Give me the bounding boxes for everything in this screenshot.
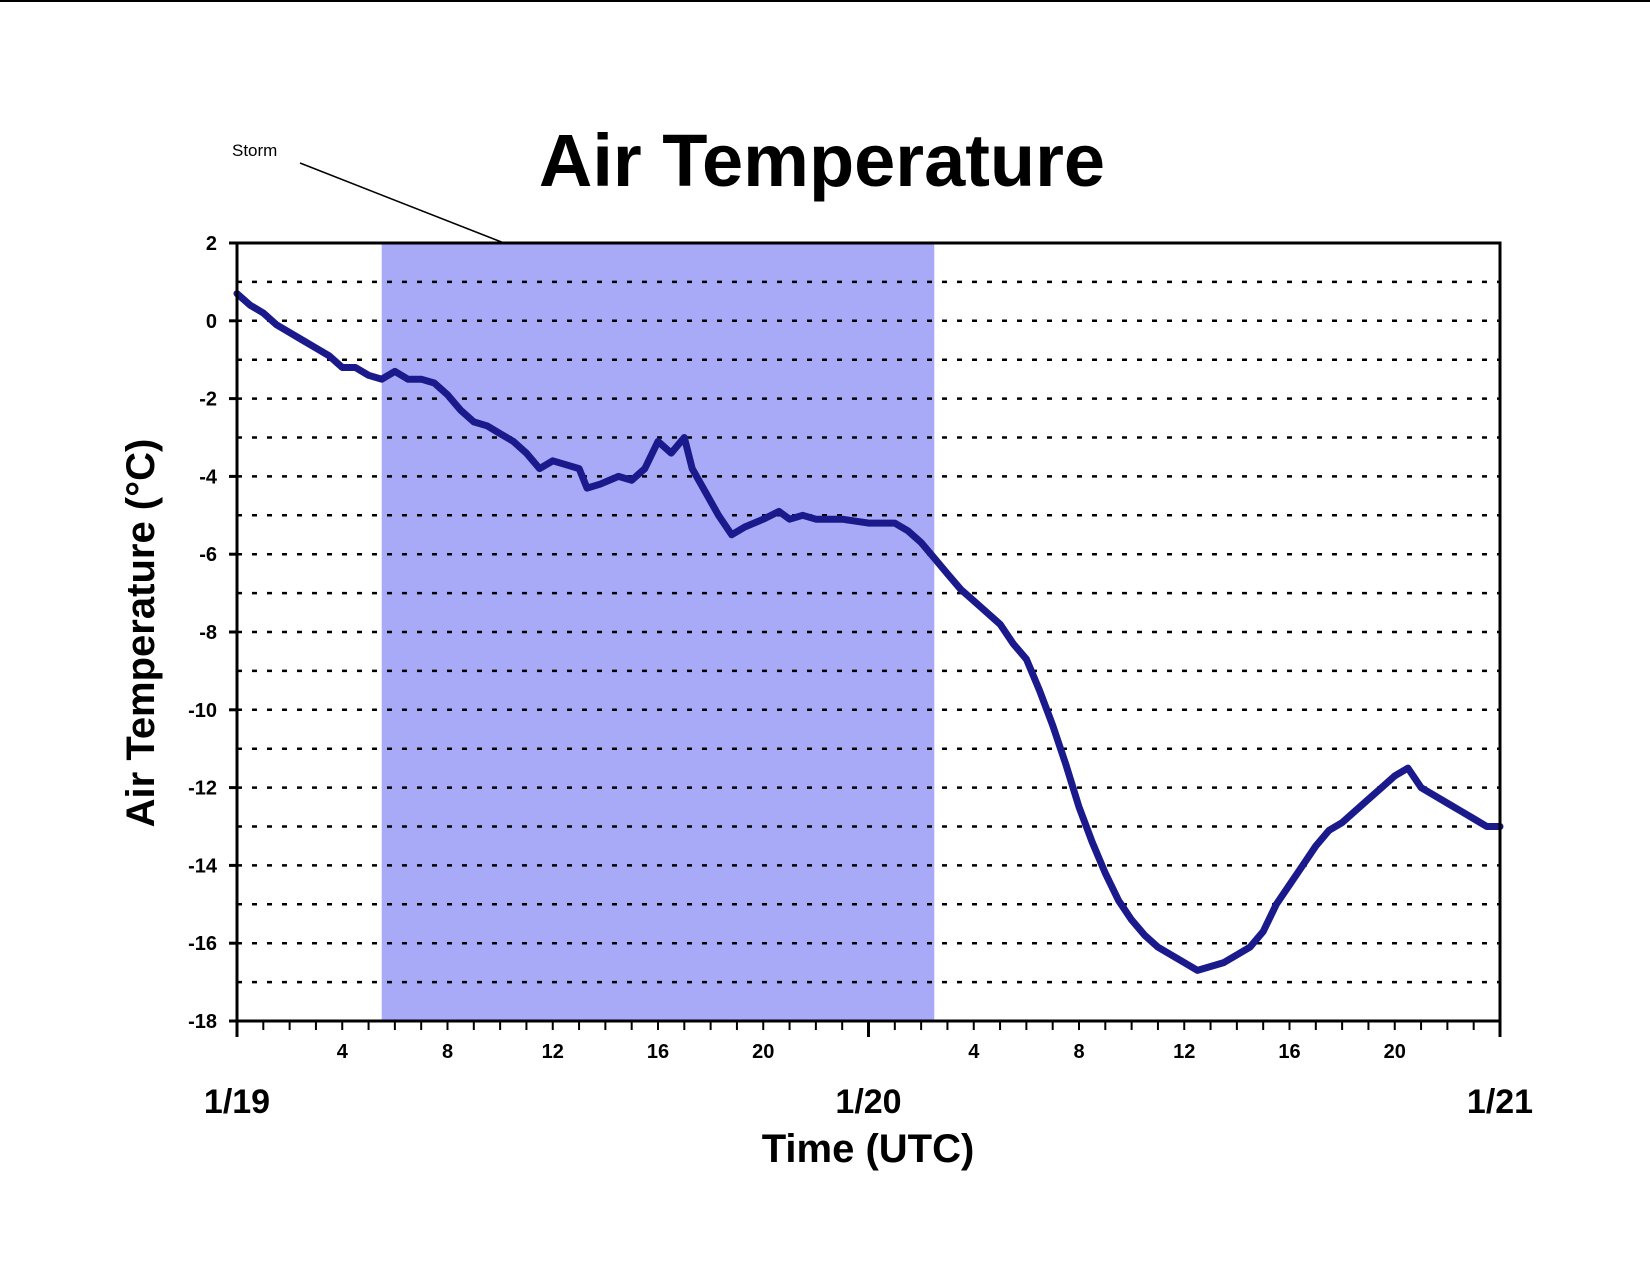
gridlines-layer <box>237 280 1500 984</box>
y-tick-label: -12 <box>188 778 217 800</box>
x-tick-label: 8 <box>442 1041 453 1063</box>
x-day-label: 1/19 <box>204 1083 270 1121</box>
chart-title: Air Temperature <box>539 119 1105 202</box>
x-tick-label: 12 <box>1173 1041 1195 1063</box>
storm-annotation-leader-line <box>299 162 505 244</box>
y-tick-label: -8 <box>199 622 217 644</box>
axes-layer <box>229 241 1502 1037</box>
y-tick-label: -2 <box>199 389 217 411</box>
y-tick-label: 0 <box>206 311 217 333</box>
x-tick-labels: 4 8 12 16 20 4 8 12 16 20 <box>337 1041 1406 1063</box>
y-tick-label: -16 <box>188 933 217 955</box>
x-tick-label: 16 <box>647 1041 669 1063</box>
storm-annotation-label: Storm <box>232 141 277 160</box>
x-tick-label: 20 <box>752 1041 774 1063</box>
y-axis-label: Air Temperature (°C) <box>119 439 163 828</box>
x-day-label: 1/21 <box>1467 1083 1533 1121</box>
x-axis-label: Time (UTC) <box>762 1127 975 1171</box>
x-tick-label: 8 <box>1073 1041 1084 1063</box>
y-tick-labels: 2 0 -2 -4 -6 -8 -10 -12 -14 -16 -18 <box>188 233 218 1033</box>
x-day-label: 1/20 <box>835 1083 901 1121</box>
x-tick-label: 4 <box>968 1041 980 1063</box>
y-tick-label: -4 <box>199 466 218 488</box>
series-line-air-temperature <box>233 290 1504 974</box>
x-tick-label: 4 <box>337 1041 349 1063</box>
y-tick-label: -14 <box>188 855 218 877</box>
annotation-layer: Storm <box>232 141 505 244</box>
x-tick-label: 12 <box>542 1041 564 1063</box>
y-tick-label: -10 <box>188 700 217 722</box>
y-tick-label: -6 <box>199 544 217 566</box>
top-border-line <box>0 0 1650 2</box>
x-tick-label: 16 <box>1278 1041 1300 1063</box>
day-labels: 1/19 1/20 1/21 <box>204 1083 1533 1121</box>
series-line-layer <box>233 290 1504 974</box>
x-tick-label: 20 <box>1384 1041 1406 1063</box>
y-tick-label: -18 <box>188 1011 217 1033</box>
y-tick-label: 2 <box>206 233 217 255</box>
